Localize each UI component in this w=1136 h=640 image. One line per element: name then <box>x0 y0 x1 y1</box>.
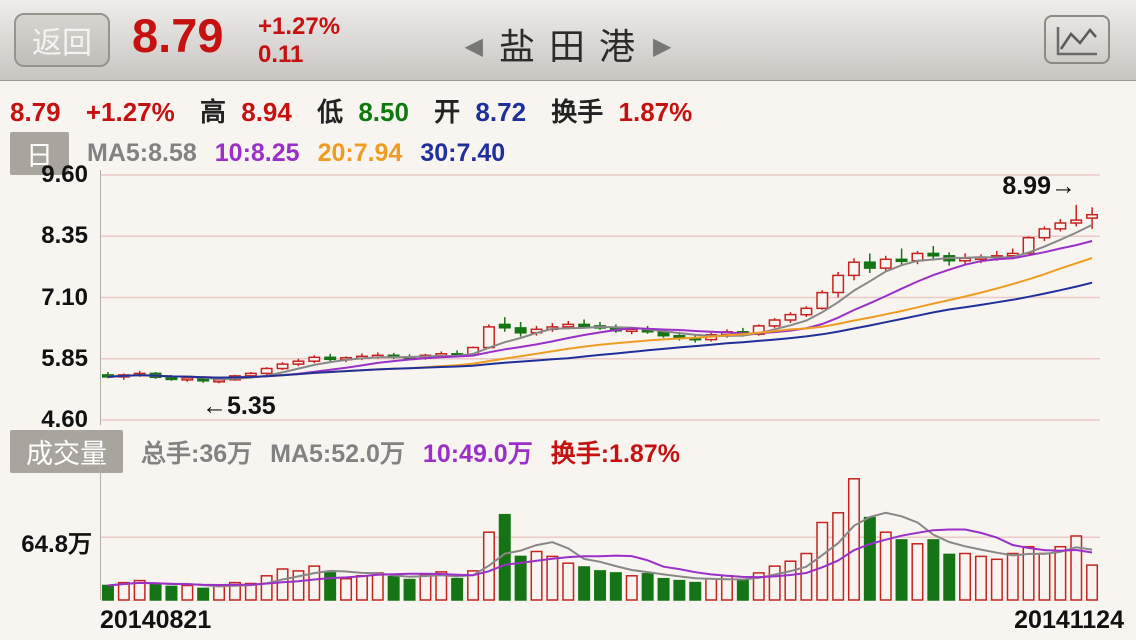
volume-chart[interactable] <box>100 460 1100 605</box>
volume-ma5-legend: MA5:52.0万 <box>270 439 405 468</box>
volume-turnover: 换手:1.87% <box>550 439 680 468</box>
quote-bar: 8.79 +1.27% 高 8.94 低 8.50 开 8.72 换手 1.87… <box>10 92 710 129</box>
top-bar: 返回 8.79 +1.27% 0.11 ◀ 盐 田 港 ▶ <box>0 0 1136 81</box>
ma5-legend: MA5:8.58 <box>87 139 197 167</box>
prev-stock-icon[interactable]: ◀ <box>464 33 483 60</box>
annotation-period-low: ←5.35 <box>202 392 276 420</box>
low-label: 低 <box>317 97 344 127</box>
back-button[interactable]: 返回 <box>14 13 110 67</box>
quote-price: 8.79 <box>10 97 61 127</box>
price-axis-tick: 5.85 <box>41 345 88 372</box>
price-axis-tick: 8.35 <box>41 222 88 249</box>
open-value: 8.72 <box>475 97 527 127</box>
high-label: 高 <box>199 97 226 127</box>
high-value: 8.94 <box>241 97 292 127</box>
volume-legend-bar: 成交量 总手:36万 MA5:52.0万 10:49.0万 换手:1.87% <box>10 430 698 473</box>
date-end: 20141124 <box>1014 606 1124 634</box>
change-amount: 0.11 <box>258 41 304 68</box>
period-tab-day[interactable]: 日 <box>10 132 69 175</box>
ma-legend-bar: 日 MA5:8.58 10:8.25 20:7.94 30:7.40 <box>10 132 523 175</box>
open-label: 开 <box>434 97 461 127</box>
next-stock-icon[interactable]: ▶ <box>653 33 672 60</box>
annotation-period-high: 8.99→ <box>1002 172 1076 200</box>
change-block: +1.27% 0.11 <box>258 13 340 69</box>
volume-tab[interactable]: 成交量 <box>10 430 123 473</box>
change-percent: +1.27% <box>258 13 341 40</box>
quote-change-pct: +1.27% <box>85 97 175 127</box>
low-value: 8.50 <box>358 97 409 127</box>
line-chart-icon <box>1056 26 1097 55</box>
ma10-legend: 10:8.25 <box>214 139 300 167</box>
current-price: 8.79 <box>132 9 224 62</box>
price-axis-tick: 4.60 <box>41 406 88 433</box>
price-axis-tick: 9.60 <box>41 161 88 188</box>
date-start: 20140821 <box>100 606 212 634</box>
price-axis-tick: 7.10 <box>41 284 88 311</box>
stock-title-bar: ◀ 盐 田 港 ▶ <box>0 18 1136 70</box>
turnover-label: 换手 <box>551 97 604 127</box>
turnover-value: 1.87% <box>618 97 693 127</box>
volume-ma10-legend: 10:49.0万 <box>422 439 533 468</box>
ma30-legend: 30:7.40 <box>420 139 506 167</box>
volume-axis-tick: 64.8万 <box>21 531 92 558</box>
chart-view-button[interactable] <box>1044 15 1110 64</box>
price-chart[interactable] <box>100 170 1100 425</box>
ma20-legend: 20:7.94 <box>317 139 403 167</box>
volume-total: 总手:36万 <box>141 439 253 468</box>
stock-title: 盐 田 港 <box>498 26 637 67</box>
